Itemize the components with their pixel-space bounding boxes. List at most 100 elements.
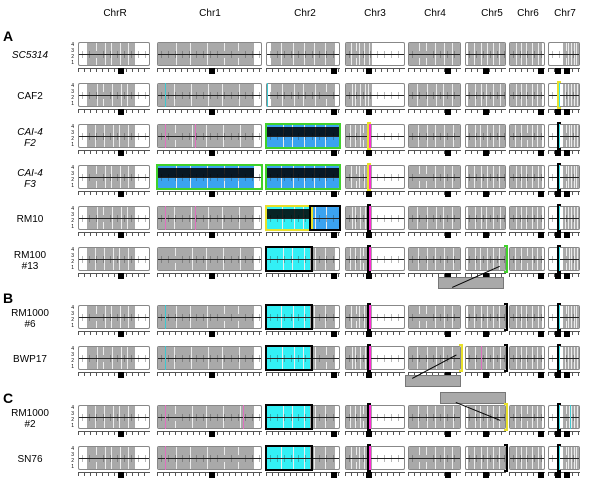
x-axis-ticks xyxy=(345,109,405,113)
x-axis-ticks xyxy=(345,431,405,435)
x-axis-ticks xyxy=(408,472,461,476)
x-axis-ticks xyxy=(78,191,150,195)
centromere-marker xyxy=(554,232,561,238)
centromere-marker xyxy=(366,232,372,238)
centromere-marker xyxy=(537,431,544,437)
segmental-box xyxy=(265,304,313,330)
chromosome-panel-chr6 xyxy=(509,305,545,329)
chromosome-panel-chrr xyxy=(78,405,150,429)
copy-number-line xyxy=(79,259,149,260)
monosomy-box xyxy=(265,205,313,231)
chromosome-panel-chr5 xyxy=(465,446,506,470)
copy-number-line xyxy=(549,259,579,260)
chromosome-panel-chr2 xyxy=(266,305,340,329)
chromosome-panel-chr1 xyxy=(157,206,262,230)
chromosome-panel-chrr xyxy=(78,124,150,148)
centromere-marker xyxy=(208,191,215,197)
centromere-marker xyxy=(537,150,544,156)
copy-number-line xyxy=(466,177,505,178)
elevated-copy-signal xyxy=(158,168,254,177)
chromosome-panel-chr5 xyxy=(465,206,506,230)
centromere-marker xyxy=(444,232,451,238)
x-axis-ticks xyxy=(345,150,405,154)
x-axis-ticks xyxy=(78,273,150,277)
breakpoint-bracket xyxy=(556,81,561,109)
loh-mark xyxy=(367,446,371,470)
segmental-box xyxy=(265,445,313,471)
centromere-marker xyxy=(537,331,544,337)
chromosome-panel-chrr xyxy=(78,446,150,470)
row-label-line1: RM100 xyxy=(13,250,47,261)
trisomy-box xyxy=(156,164,263,190)
copy-number-line xyxy=(158,259,261,260)
loh-mark xyxy=(194,124,196,148)
centromere-marker xyxy=(366,431,372,437)
centromere-marker xyxy=(564,232,571,238)
copy-number-line xyxy=(409,317,460,318)
row-label: SN76 xyxy=(0,454,60,465)
chromosome-panel-chrr xyxy=(78,42,150,66)
copy-number-line xyxy=(466,259,505,260)
copy-number-line xyxy=(466,358,505,359)
copy-number-line xyxy=(466,218,505,219)
copy-number-line xyxy=(158,417,261,418)
loh-mark xyxy=(165,206,167,230)
copy-number-line xyxy=(267,358,339,359)
x-axis-ticks xyxy=(548,472,580,476)
breakpoint-bracket xyxy=(366,204,371,232)
x-axis-ticks xyxy=(345,273,405,277)
breakpoint-bracket xyxy=(556,303,561,331)
row-label-line1: RM10 xyxy=(16,214,44,225)
copy-number-line xyxy=(79,218,149,219)
copy-number-line xyxy=(466,317,505,318)
chromosome-panel-chr3 xyxy=(345,446,405,470)
centromere-marker xyxy=(482,372,489,378)
centromere-marker xyxy=(118,191,125,197)
centromere-marker xyxy=(537,472,544,478)
centromere-marker xyxy=(482,68,489,74)
centromere-marker xyxy=(118,472,125,478)
x-axis-ticks xyxy=(408,273,461,277)
copy-number-line xyxy=(267,136,339,137)
centromere-marker xyxy=(444,431,451,437)
breakpoint-bracket xyxy=(556,122,561,150)
x-axis-ticks xyxy=(78,232,150,236)
centromere-marker xyxy=(366,472,372,478)
chr-header-chr2: Chr2 xyxy=(294,8,316,19)
chr-header-chr3: Chr3 xyxy=(364,8,386,19)
chr-header-chr6: Chr6 xyxy=(517,8,539,19)
centromere-marker xyxy=(554,68,561,74)
x-axis-ticks xyxy=(78,150,150,154)
chr-header-chrr: ChrR xyxy=(103,8,127,19)
x-axis-ticks xyxy=(266,232,340,236)
centromere-marker xyxy=(444,150,451,156)
centromere-marker xyxy=(208,109,215,115)
centromere-marker xyxy=(554,331,561,337)
copy-number-line xyxy=(409,95,460,96)
copy-number-line xyxy=(267,317,339,318)
x-axis-ticks xyxy=(345,372,405,376)
zoom-inset xyxy=(405,375,461,387)
copy-number-line xyxy=(267,95,339,96)
loh-mark xyxy=(367,206,371,230)
copy-number-line xyxy=(549,95,579,96)
centromere-marker xyxy=(366,150,372,156)
x-axis-ticks xyxy=(509,150,545,154)
x-axis-ticks xyxy=(509,331,545,335)
centromere-marker xyxy=(118,431,125,437)
chromosome-panel-chr5 xyxy=(465,165,506,189)
chromosome-panel-chr4 xyxy=(408,405,461,429)
breakpoint-bracket xyxy=(556,245,561,273)
centromere-marker xyxy=(366,372,372,378)
copy-number-line xyxy=(158,218,261,219)
chromosome-panel-chr3 xyxy=(345,206,405,230)
chromosome-panel-chr7 xyxy=(548,206,580,230)
chromosome-panel-chr2 xyxy=(266,83,340,107)
x-axis-ticks xyxy=(509,273,545,277)
chromosome-panel-chr7 xyxy=(548,405,580,429)
x-axis-ticks xyxy=(548,150,580,154)
breakpoint-bracket xyxy=(556,204,561,232)
copy-number-line xyxy=(346,417,404,418)
copy-number-line xyxy=(79,177,149,178)
centromere-marker xyxy=(444,109,451,115)
